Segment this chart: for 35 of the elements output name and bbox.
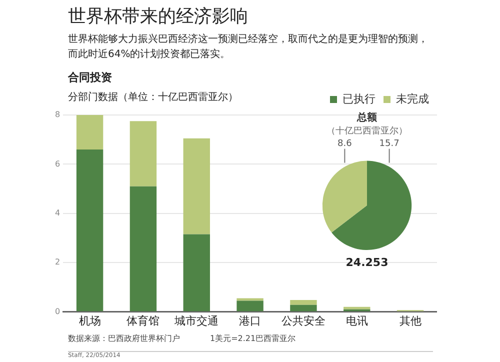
y-tick-label: 4	[54, 208, 60, 218]
x-tick-label: 公共安全	[281, 314, 326, 328]
chart-title: 世界杯带来的经济影响	[68, 5, 248, 28]
text: 合同投资	[68, 70, 112, 85]
y-tick-label: 0	[54, 306, 60, 316]
bar	[130, 186, 157, 312]
x-tick-label: 电讯	[346, 314, 368, 328]
data-label: 15.7	[379, 138, 400, 149]
source-note: 数据来源：巴西政府世界杯门户	[68, 334, 180, 343]
bar	[183, 138, 210, 234]
x-tick-label: 其他	[399, 314, 422, 328]
legend-label: 未完成	[396, 92, 429, 106]
y-tick-label: 2	[54, 258, 60, 267]
bar	[344, 306, 370, 310]
data-label: 8.6	[338, 138, 352, 149]
chart-subtitle: 世界杯能够大力振兴巴西经济这一预测已经落空，取而代之的是更为理智的预测，而此时近64%的计划投资都已落实。	[68, 32, 428, 62]
x-tick-label: 港口	[239, 314, 262, 328]
bar	[183, 234, 210, 312]
bar	[130, 121, 157, 186]
bar	[76, 115, 104, 150]
y-tick-label: 8	[54, 110, 60, 120]
y-tick-label: 6	[54, 159, 60, 168]
x-tick-label: 机场	[78, 314, 101, 328]
x-tick-label: 城市交通	[174, 314, 219, 328]
y-axis-title: 分部门数据（单位：十亿巴西雷亚尔）	[68, 90, 238, 104]
x-tick-label: 体育馆	[126, 314, 160, 328]
bar	[290, 300, 317, 305]
bar	[290, 304, 317, 312]
text: 1美元=2.21巴西雷亚尔	[210, 334, 296, 343]
legend-label: 已执行	[342, 92, 376, 106]
bar	[236, 300, 264, 312]
chart-title: 总额	[356, 112, 378, 124]
annotation: 24.253	[346, 256, 388, 269]
bar	[76, 149, 104, 312]
chart-subtitle: （十亿巴西雷亚尔）	[326, 126, 408, 137]
